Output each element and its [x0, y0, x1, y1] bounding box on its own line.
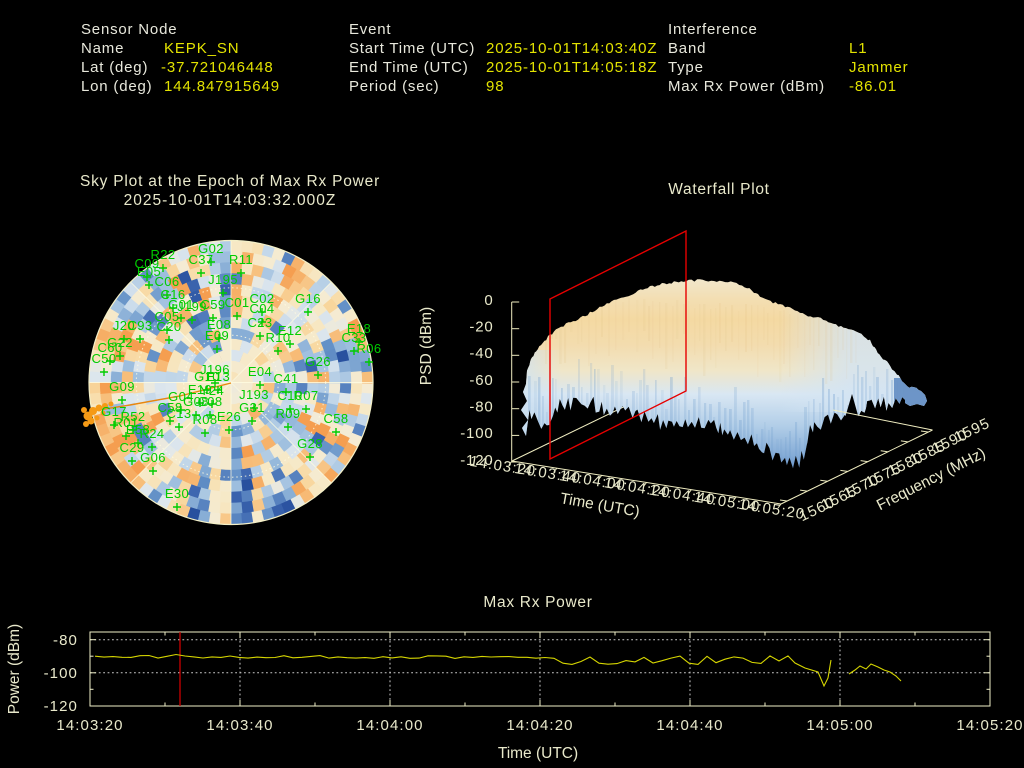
svg-text:G17: G17 — [101, 404, 127, 419]
svg-text:C16: C16 — [160, 287, 185, 302]
svg-text:G01: G01 — [168, 297, 194, 312]
svg-text:R11: R11 — [229, 252, 253, 267]
svg-text:R09: R09 — [275, 406, 300, 421]
svg-text:C05: C05 — [154, 309, 179, 324]
svg-text:-20: -20 — [469, 319, 493, 336]
svg-text:C09: C09 — [134, 256, 159, 271]
svg-text:14:04:40: 14:04:40 — [656, 717, 723, 734]
svg-text:R10: R10 — [265, 330, 290, 345]
svg-text:-40: -40 — [469, 345, 493, 362]
svg-text:C33: C33 — [341, 330, 366, 345]
svg-text:E13: E13 — [206, 369, 230, 384]
svg-text:G08: G08 — [183, 394, 209, 409]
svg-text:C01: C01 — [224, 295, 249, 310]
svg-text:Y24: Y24 — [200, 383, 224, 398]
svg-text:E05: E05 — [137, 264, 161, 279]
svg-text:E26: E26 — [217, 409, 241, 424]
svg-text:R08: R08 — [192, 412, 217, 427]
svg-text:14:04:00: 14:04:00 — [356, 717, 423, 734]
svg-text:G10: G10 — [194, 369, 220, 384]
svg-text:G22: G22 — [107, 335, 133, 350]
svg-text:E08: E08 — [207, 317, 231, 332]
svg-text:C10: C10 — [277, 388, 302, 403]
svg-text:2025-10-01T14:03:32.000Z: 2025-10-01T14:03:32.000Z — [124, 192, 337, 209]
svg-text:14:05:20: 14:05:20 — [956, 717, 1023, 734]
svg-text:1595: 1595 — [951, 415, 992, 446]
svg-text:G06: G06 — [140, 450, 166, 465]
svg-text:-80: -80 — [469, 399, 493, 416]
svg-text:C20: C20 — [156, 319, 181, 334]
svg-text:14:04:20: 14:04:20 — [506, 717, 573, 734]
svg-text:E19: E19 — [188, 382, 212, 397]
svg-text:-120: -120 — [460, 452, 493, 469]
svg-text:C58: C58 — [323, 411, 348, 426]
svg-text:R24: R24 — [139, 426, 164, 441]
svg-text:14:03:40: 14:03:40 — [206, 717, 273, 734]
svg-text:C29: C29 — [119, 440, 144, 455]
svg-text:C06: C06 — [154, 274, 179, 289]
svg-text:C08: C08 — [197, 394, 222, 409]
svg-text:C41: C41 — [273, 371, 298, 386]
svg-text:R01: R01 — [113, 415, 138, 430]
svg-text:R06: R06 — [356, 341, 381, 356]
svg-text:J199: J199 — [177, 299, 207, 314]
svg-text:Power (dBm): Power (dBm) — [6, 624, 23, 714]
svg-text:Waterfall Plot: Waterfall Plot — [668, 181, 769, 198]
svg-text:Time (UTC): Time (UTC) — [498, 745, 578, 762]
svg-text:G31: G31 — [239, 400, 265, 415]
svg-text:-100: -100 — [460, 425, 493, 442]
svg-text:-100: -100 — [44, 665, 78, 682]
svg-text:C58: C58 — [157, 400, 182, 415]
svg-text:E18: E18 — [347, 321, 371, 336]
svg-text:E30: E30 — [165, 486, 189, 501]
svg-text:J196: J196 — [200, 362, 230, 377]
svg-text:0: 0 — [484, 292, 493, 309]
svg-text:PSD (dBm): PSD (dBm) — [418, 307, 435, 385]
svg-text:Max Rx Power: Max Rx Power — [483, 594, 592, 611]
svg-text:-60: -60 — [469, 372, 493, 389]
svg-text:C50: C50 — [91, 351, 116, 366]
svg-text:G09: G09 — [109, 379, 135, 394]
svg-text:G04: G04 — [168, 389, 194, 404]
svg-text:J195: J195 — [208, 272, 238, 287]
svg-text:-120: -120 — [44, 698, 78, 715]
svg-text:E12: E12 — [278, 323, 302, 338]
svg-text:C04: C04 — [249, 301, 274, 316]
svg-text:J20: J20 — [113, 318, 135, 333]
svg-text:14:05:00: 14:05:00 — [806, 717, 873, 734]
svg-text:Sky Plot at the Epoch of Max R: Sky Plot at the Epoch of Max Rx Power — [80, 173, 380, 190]
svg-text:C93: C93 — [127, 318, 152, 333]
svg-text:R07: R07 — [293, 388, 318, 403]
svg-text:C59: C59 — [200, 297, 225, 312]
svg-text:C37: C37 — [188, 252, 213, 267]
svg-text:14:03:20: 14:03:20 — [56, 717, 123, 734]
svg-text:R52: R52 — [120, 409, 145, 424]
svg-text:E09: E09 — [205, 328, 229, 343]
svg-text:C60: C60 — [97, 340, 122, 355]
svg-text:C02: C02 — [249, 291, 274, 306]
svg-text:G28: G28 — [297, 436, 323, 451]
svg-text:E04: E04 — [248, 364, 272, 379]
svg-text:G02: G02 — [198, 241, 224, 256]
svg-text:G26: G26 — [305, 354, 331, 369]
svg-text:C23: C23 — [247, 315, 272, 330]
svg-text:-80: -80 — [53, 632, 78, 649]
svg-text:J193: J193 — [239, 387, 269, 402]
svg-text:R22: R22 — [150, 247, 175, 262]
svg-text:E58: E58 — [126, 422, 150, 437]
svg-text:G16: G16 — [295, 291, 321, 306]
svg-text:C13: C13 — [166, 406, 191, 421]
